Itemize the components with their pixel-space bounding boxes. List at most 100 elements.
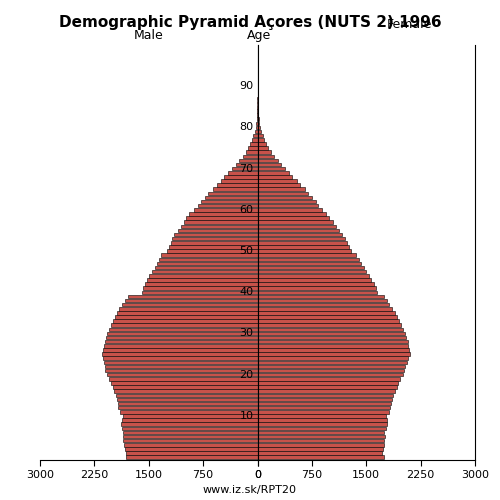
Bar — [124, 430, 258, 434]
Bar — [169, 245, 258, 248]
Bar — [258, 216, 330, 220]
Bar — [258, 294, 384, 298]
Bar — [125, 299, 258, 302]
Bar — [258, 315, 396, 318]
Bar — [118, 406, 258, 409]
Bar — [258, 146, 268, 150]
Bar — [250, 142, 258, 146]
Bar — [258, 443, 384, 446]
Bar — [258, 340, 408, 344]
Bar — [122, 414, 258, 418]
Bar — [103, 348, 258, 352]
Bar — [258, 175, 292, 178]
Bar — [121, 422, 258, 426]
Bar — [258, 299, 386, 302]
Bar — [258, 179, 296, 182]
Bar — [258, 286, 376, 290]
Bar — [119, 307, 258, 310]
Bar — [126, 456, 258, 459]
Bar — [258, 154, 274, 158]
Bar — [258, 290, 377, 294]
Bar — [258, 278, 372, 281]
Text: 90: 90 — [239, 81, 254, 91]
Bar — [109, 377, 258, 380]
Bar — [114, 390, 258, 393]
Bar — [258, 390, 395, 393]
Bar — [102, 352, 258, 356]
Bar — [120, 410, 258, 414]
Bar — [257, 118, 258, 121]
Bar — [258, 320, 399, 323]
Bar — [258, 303, 390, 306]
Bar — [258, 126, 260, 129]
Bar — [258, 369, 404, 372]
Bar — [258, 122, 259, 125]
Bar — [258, 430, 384, 434]
Bar — [258, 398, 392, 401]
Bar — [258, 344, 408, 348]
Bar — [172, 237, 258, 240]
Bar — [258, 311, 394, 314]
Bar — [246, 150, 258, 154]
Bar — [186, 216, 258, 220]
Bar — [113, 320, 258, 323]
Bar — [258, 447, 383, 450]
Bar — [104, 360, 258, 364]
Bar — [178, 228, 258, 232]
Bar — [118, 402, 258, 406]
Bar — [106, 373, 258, 376]
Bar — [124, 443, 258, 446]
Bar — [111, 381, 258, 384]
Bar — [190, 212, 258, 216]
Bar — [258, 456, 384, 459]
Text: 60: 60 — [240, 205, 254, 215]
Bar — [258, 138, 264, 141]
Bar — [184, 220, 258, 224]
Bar — [150, 274, 258, 278]
Bar — [258, 406, 390, 409]
Bar — [258, 158, 278, 162]
Bar — [258, 228, 338, 232]
Bar — [258, 410, 388, 414]
Bar — [258, 204, 318, 208]
Bar — [258, 250, 351, 253]
Bar — [258, 130, 262, 134]
Bar — [236, 163, 258, 166]
Bar — [167, 250, 258, 253]
Bar — [114, 315, 258, 318]
Text: Female: Female — [387, 18, 432, 32]
Bar — [254, 130, 258, 134]
Bar — [258, 245, 349, 248]
Bar — [258, 254, 356, 257]
Bar — [258, 386, 396, 389]
Bar — [258, 332, 404, 335]
Bar — [143, 286, 258, 290]
Bar — [258, 142, 266, 146]
Bar — [258, 439, 384, 442]
Bar — [258, 196, 312, 199]
Bar — [105, 369, 258, 372]
Title: Male: Male — [134, 30, 164, 43]
Bar — [117, 311, 258, 314]
Bar — [228, 171, 258, 174]
Bar — [258, 212, 326, 216]
Bar — [258, 373, 402, 376]
Bar — [258, 171, 288, 174]
Bar — [258, 192, 308, 195]
Bar — [258, 414, 386, 418]
Bar — [122, 418, 258, 422]
Bar — [258, 422, 388, 426]
Bar — [258, 426, 386, 430]
Bar — [220, 179, 258, 182]
Bar — [258, 224, 336, 228]
Bar — [258, 233, 342, 236]
Bar — [154, 266, 258, 270]
Text: 80: 80 — [239, 122, 254, 132]
Bar — [258, 348, 409, 352]
Bar — [258, 208, 322, 212]
Bar — [253, 134, 258, 138]
Bar — [252, 138, 258, 141]
Bar — [180, 224, 258, 228]
Bar — [258, 364, 406, 368]
Text: 10: 10 — [240, 411, 254, 421]
